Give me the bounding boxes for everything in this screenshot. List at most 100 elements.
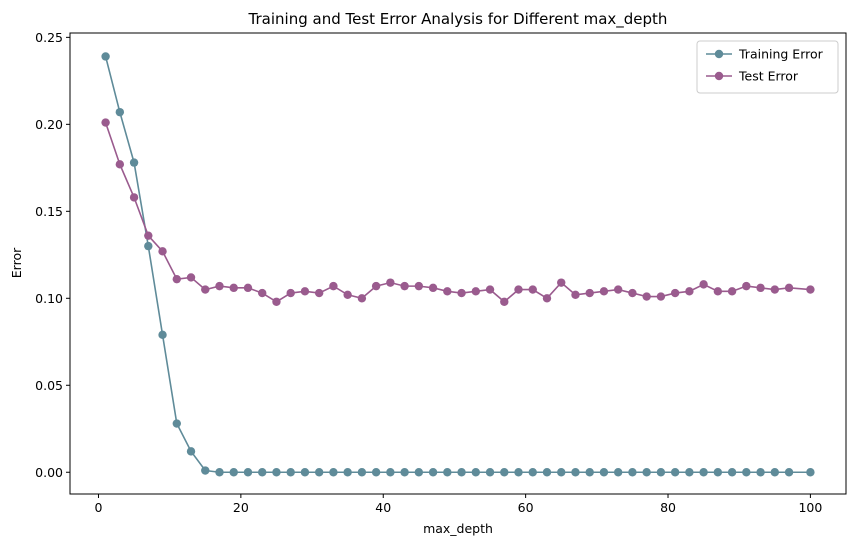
- data-point: [186, 447, 196, 456]
- data-point: [727, 468, 737, 477]
- data-point: [806, 285, 815, 294]
- legend-label: Test Error: [738, 69, 799, 84]
- plot-frame: [69, 32, 847, 495]
- data-point: [514, 285, 523, 294]
- x-tick-label: 40: [375, 500, 391, 515]
- data-point: [742, 468, 751, 477]
- y-tick-label: 0.15: [35, 204, 63, 219]
- data-point: [201, 466, 210, 475]
- x-axis: 0 20 40 60 80 100: [95, 494, 822, 515]
- x-tick-label: 0: [95, 500, 103, 515]
- data-point: [314, 468, 324, 477]
- legend-marker: [714, 71, 724, 81]
- data-point: [485, 468, 495, 477]
- data-point: [414, 281, 424, 291]
- data-point: [172, 419, 181, 428]
- data-point: [784, 468, 794, 477]
- data-point: [727, 287, 737, 296]
- data-point: [699, 280, 708, 289]
- x-tick-label: 60: [518, 500, 534, 515]
- data-point: [428, 468, 438, 477]
- series-training-error: [101, 52, 815, 477]
- data-point: [371, 468, 381, 477]
- data-point: [286, 468, 295, 477]
- data-point: [357, 468, 367, 477]
- data-point: [557, 468, 566, 477]
- data-point: [742, 281, 751, 291]
- x-tick-label: 80: [660, 500, 676, 515]
- legend-marker: [714, 49, 724, 59]
- data-point: [656, 468, 666, 477]
- data-point: [443, 468, 452, 477]
- data-point: [115, 107, 125, 117]
- data-point: [443, 287, 452, 296]
- data-point: [685, 287, 694, 296]
- series-layer: [101, 52, 815, 477]
- data-point: [158, 330, 167, 340]
- data-point: [101, 52, 110, 61]
- legend-entry: Training Error: [706, 47, 824, 62]
- series-test-error: [101, 118, 815, 306]
- data-point: [215, 468, 224, 477]
- data-point: [500, 468, 509, 477]
- data-point: [628, 468, 637, 477]
- data-point: [243, 468, 253, 477]
- data-point: [471, 287, 480, 296]
- data-point: [500, 297, 509, 306]
- data-point: [670, 288, 680, 298]
- data-point: [144, 231, 153, 240]
- y-tick-label: 0.20: [35, 117, 63, 132]
- data-point: [414, 468, 424, 477]
- data-point: [528, 468, 537, 477]
- data-point: [428, 283, 438, 293]
- chart-title: Training and Test Error Analysis for Dif…: [248, 10, 668, 29]
- data-point: [144, 241, 153, 251]
- data-point: [329, 468, 338, 477]
- data-point: [471, 468, 480, 477]
- data-point: [542, 468, 552, 477]
- legend-box: [696, 40, 839, 94]
- data-point: [272, 297, 281, 306]
- data-point: [400, 281, 409, 291]
- series-line: [104, 122, 811, 303]
- data-point: [258, 288, 267, 298]
- data-point: [215, 281, 224, 291]
- y-tick-label: 0.10: [35, 291, 63, 306]
- data-point: [300, 468, 310, 477]
- data-point: [685, 468, 694, 477]
- data-point: [243, 283, 253, 293]
- legend-label: Training Error: [738, 47, 824, 62]
- data-point: [186, 273, 196, 282]
- plot-area: [69, 32, 847, 495]
- data-point: [201, 285, 210, 294]
- data-point: [485, 285, 495, 294]
- x-tick-label: 100: [798, 500, 822, 515]
- data-point: [514, 468, 523, 477]
- data-point: [329, 281, 338, 291]
- data-point: [300, 287, 310, 296]
- series-line: [104, 56, 811, 474]
- data-point: [656, 292, 666, 301]
- data-point: [599, 287, 609, 296]
- data-point: [286, 288, 295, 298]
- data-point: [756, 468, 765, 477]
- legend-entry: Test Error: [706, 69, 799, 84]
- data-point: [314, 288, 324, 298]
- data-point: [129, 193, 139, 202]
- x-tick-label: 20: [233, 500, 249, 515]
- data-point: [272, 468, 281, 477]
- data-point: [457, 468, 466, 477]
- data-point: [585, 468, 594, 477]
- data-point: [756, 283, 765, 293]
- data-point: [557, 278, 566, 287]
- data-point: [784, 283, 794, 293]
- data-point: [528, 285, 537, 294]
- data-point: [713, 468, 723, 477]
- y-axis-label: Error: [9, 247, 24, 278]
- data-point: [258, 468, 267, 477]
- data-point: [229, 468, 238, 477]
- data-point: [628, 288, 637, 298]
- data-point: [115, 160, 125, 169]
- data-point: [642, 292, 651, 301]
- y-axis: 0.00 0.05 0.10 0.15 0.20 0.25: [35, 30, 70, 480]
